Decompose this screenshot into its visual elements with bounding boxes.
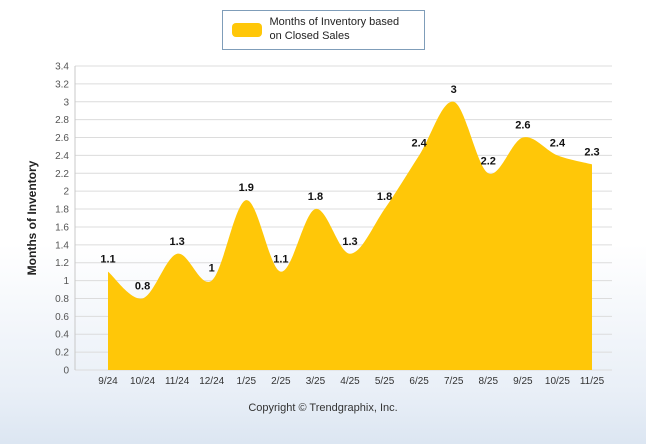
x-tick-label: 9/25 <box>513 376 533 387</box>
data-label: 1.9 <box>239 182 254 194</box>
data-label: 1 <box>209 262 215 274</box>
y-tick-label: 0.8 <box>55 293 69 304</box>
data-label: 2.4 <box>411 137 427 149</box>
y-tick-label: 1 <box>63 276 69 287</box>
area-series <box>108 101 592 370</box>
data-label: 1.1 <box>273 253 288 265</box>
y-axis-title: Months of Inventory <box>25 160 39 275</box>
y-tick-label: 2 <box>63 186 69 197</box>
x-tick-label: 9/24 <box>98 376 118 387</box>
x-tick-label: 3/25 <box>306 376 326 387</box>
data-label: 2.6 <box>515 119 530 131</box>
months-of-inventory-area-chart: 0 0.2 0.4 0.6 0.8 1 1.2 1.4 1.6 1.8 2 2.2 2.4 2.6 2.8 3… <box>25 61 612 387</box>
y-tick-label: 1.6 <box>55 222 69 233</box>
x-tick-label: 11/24 <box>165 376 190 387</box>
y-tick-label: 3 <box>63 97 69 108</box>
x-tick-label: 12/24 <box>199 376 224 387</box>
x-tick-label: 7/25 <box>444 376 464 387</box>
x-tick-label: 2/25 <box>271 376 291 387</box>
x-tick-label: 1/25 <box>237 376 257 387</box>
data-label: 1.3 <box>342 235 357 247</box>
legend: Months of Inventory based on Closed Sale… <box>221 10 425 50</box>
x-tick-label: 10/25 <box>545 376 570 387</box>
data-label: 3 <box>451 83 457 95</box>
y-tick-label: 0.2 <box>55 347 69 358</box>
data-label: 1.8 <box>308 191 323 203</box>
data-label: 2.3 <box>584 146 599 158</box>
y-tick-label: 3.4 <box>55 61 69 72</box>
chart-container: 0 0.2 0.4 0.6 0.8 1 1.2 1.4 1.6 1.8 2 2.2 2.4 2.6 2.8 3… <box>0 52 646 402</box>
y-tick-label: 0.4 <box>55 329 69 340</box>
y-tick-label: 1.2 <box>55 258 69 269</box>
data-label: 0.8 <box>135 280 150 292</box>
y-tick-label: 2.6 <box>55 133 69 144</box>
y-tick-label: 1.8 <box>55 204 69 215</box>
data-label: 2.4 <box>550 137 566 149</box>
y-tick-label: 2.2 <box>55 168 69 179</box>
x-tick-label: 8/25 <box>479 376 499 387</box>
y-tick-label: 0 <box>63 365 69 376</box>
x-tick-label: 6/25 <box>409 376 429 387</box>
data-label: 1.1 <box>100 253 115 265</box>
y-tick-label: 2.8 <box>55 115 69 126</box>
data-label: 2.2 <box>481 155 496 167</box>
y-tick-label: 1.4 <box>55 240 69 251</box>
x-tick-label: 11/25 <box>580 376 605 387</box>
copyright-text: Copyright © Trendgraphix, Inc. <box>248 401 398 414</box>
y-tick-label: 0.6 <box>55 311 69 322</box>
x-tick-label: 4/25 <box>340 376 360 387</box>
x-tick-label: 10/24 <box>130 376 155 387</box>
x-tick-label: 5/25 <box>375 376 395 387</box>
y-tick-label: 2.4 <box>55 150 69 161</box>
legend-swatch-icon <box>231 22 262 37</box>
legend-label: Months of Inventory based on Closed Sale… <box>269 16 400 42</box>
y-tick-label: 3.2 <box>55 79 69 90</box>
data-label: 1.3 <box>169 235 184 247</box>
data-label: 1.8 <box>377 191 392 203</box>
